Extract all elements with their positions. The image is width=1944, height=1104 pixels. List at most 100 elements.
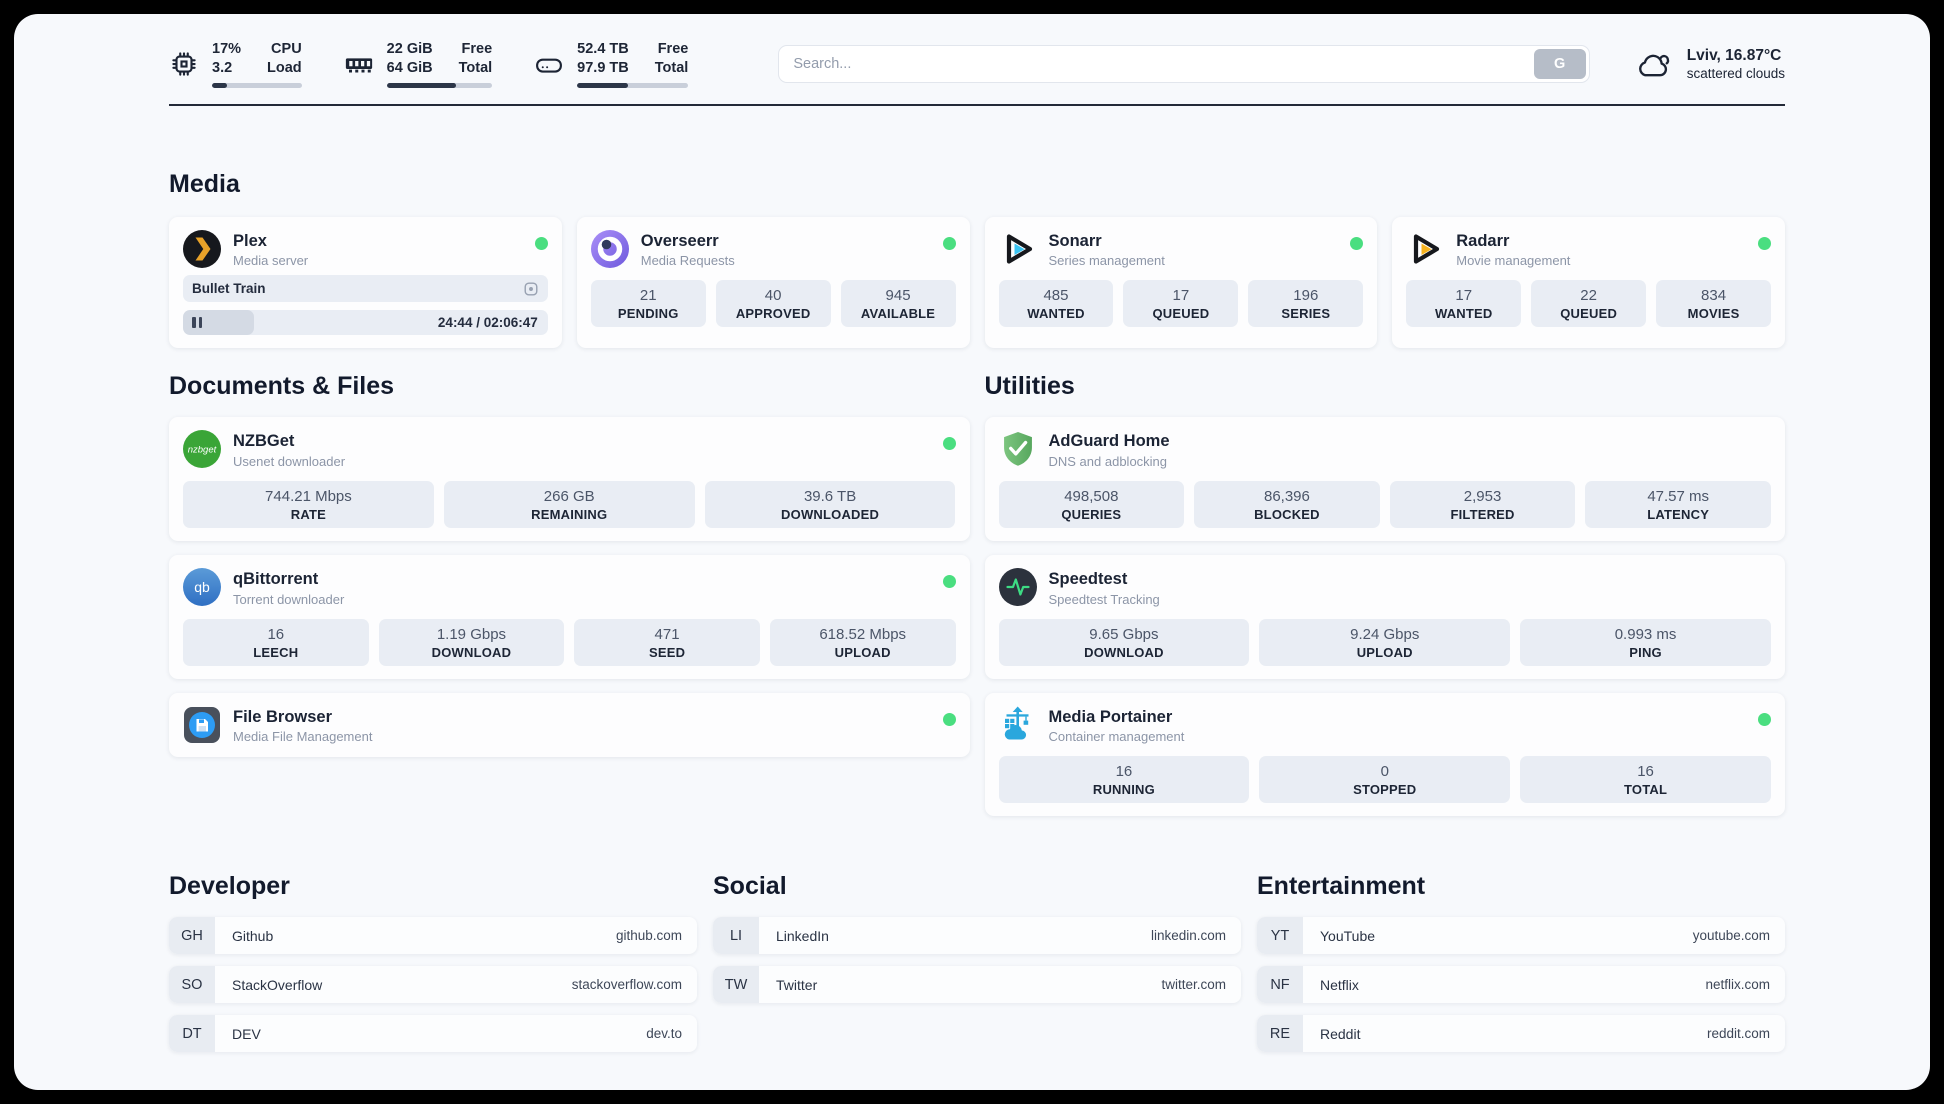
app-name: Media Portainer: [1048, 707, 1173, 726]
app-name: Plex: [233, 231, 267, 250]
stat-label: SEED: [648, 644, 686, 660]
app-subtitle: Series management: [1048, 253, 1165, 269]
svg-text:nzbget: nzbget: [188, 445, 217, 456]
stat-box: 834 MOVIES: [1656, 280, 1772, 328]
stat-label: SERIES: [1281, 306, 1331, 322]
app-name: AdGuard Home: [1048, 432, 1170, 451]
link-name: YouTube: [1320, 927, 1376, 944]
stat-value: 1.19 Gbps: [436, 625, 507, 643]
status-dot-online: [1350, 236, 1364, 250]
app-card-qbittorrent[interactable]: qb qBittorrent Torrent downloader 16 LEE…: [169, 554, 970, 679]
search-input[interactable]: [779, 55, 1534, 72]
link-row-twitter[interactable]: TW Twitter twitter.com: [713, 966, 1241, 1004]
stat-value: 2,953: [1463, 487, 1502, 505]
cpu-load-value: 3.2: [212, 59, 233, 76]
now-playing-title: Bullet Train: [192, 281, 266, 297]
link-row-youtube[interactable]: YT YouTube youtube.com: [1257, 917, 1785, 955]
stat-label: DOWNLOAD: [431, 644, 512, 660]
stat-label: RATE: [290, 506, 327, 522]
link-row-linkedin[interactable]: LI LinkedIn linkedin.com: [713, 917, 1241, 955]
stat-box: 0 STOPPED: [1259, 756, 1511, 804]
stat-label: UPLOAD: [834, 644, 891, 660]
cpu-load-label: Load: [267, 59, 302, 76]
ram-total-value: 64 GiB: [386, 59, 433, 76]
stat-box: 471 SEED: [574, 618, 760, 666]
section-title-social: Social: [713, 872, 787, 901]
disk-progress-track: [577, 82, 689, 88]
stat-value: 9.65 Gbps: [1089, 625, 1159, 643]
link-url: twitter.com: [1161, 977, 1226, 993]
stat-value: 0.993 ms: [1614, 625, 1677, 643]
app-card-nzbget[interactable]: nzbget NZBGet Usenet downloader 744.21 M…: [169, 417, 970, 541]
media-grid: Plex Media server Bullet Train 24:44 / 0…: [169, 216, 1785, 349]
cloud-icon: [1638, 54, 1669, 77]
app-card-sonarr[interactable]: Sonarr Series management 485 WANTED 17 Q…: [984, 216, 1378, 349]
link-name: StackOverflow: [232, 976, 323, 993]
speedtest-icon: [998, 567, 1037, 606]
app-card-plex[interactable]: Plex Media server Bullet Train 24:44 / 0…: [169, 216, 562, 349]
stat-box: 1.19 Gbps DOWNLOAD: [378, 618, 565, 666]
disk-free-value: 52.4 TB: [577, 41, 629, 57]
stat-value: 16: [267, 625, 285, 643]
app-card-speedtest[interactable]: Speedtest Speedtest Tracking 9.65 Gbps D…: [984, 554, 1785, 679]
stat-box: 498,508 QUERIES: [998, 480, 1185, 528]
status-dot-online: [942, 236, 956, 250]
stat-box: 16 LEECH: [183, 618, 369, 666]
now-playing-row: Bullet Train: [183, 275, 548, 303]
stat-label: DOWNLOAD: [1084, 644, 1164, 660]
stat-box: 9.24 Gbps UPLOAD: [1259, 618, 1511, 666]
section-title-media: Media: [169, 169, 240, 198]
app-subtitle: Movie management: [1456, 253, 1571, 269]
disk-total-value: 97.9 TB: [577, 59, 629, 76]
app-card-adguard[interactable]: AdGuard Home DNS and adblocking 498,508 …: [984, 417, 1785, 541]
weather-location-temp: Lviv, 16.87°C: [1686, 46, 1782, 64]
link-badge: NF: [1257, 966, 1303, 1004]
stat-value: 40: [764, 287, 782, 305]
stat-label: LEECH: [253, 644, 299, 660]
app-card-portainer[interactable]: Media Portainer Container management 16 …: [984, 692, 1785, 817]
documents-column: Documents & Files nzbget NZBGet Usenet d…: [169, 372, 970, 816]
ram-progress-fill: [386, 82, 457, 88]
stat-value: 945: [885, 287, 911, 305]
cpu-chip-icon: [172, 52, 196, 76]
cpu-label: CPU: [271, 41, 302, 57]
app-card-overseerr[interactable]: Overseerr Media Requests 21 PENDING 40 A…: [576, 216, 970, 349]
status-dot-online: [534, 236, 548, 250]
adguard-icon: [1003, 432, 1032, 467]
section-title-documents: Documents & Files: [169, 372, 395, 401]
link-row-stackoverflow[interactable]: SO StackOverflow stackoverflow.com: [169, 966, 697, 1004]
sonarr-icon: [1006, 234, 1032, 264]
link-row-netflix[interactable]: NF Netflix netflix.com: [1257, 966, 1785, 1004]
stat-box: 39.6 TB DOWNLOADED: [704, 480, 956, 528]
stat-box: 744.21 Mbps RATE: [183, 480, 434, 528]
cpu-progress-fill: [212, 82, 228, 88]
link-row-github[interactable]: GH Github github.com: [169, 917, 697, 955]
pause-icon[interactable]: [192, 317, 202, 329]
stat-value: 86,396: [1263, 487, 1310, 505]
link-url: reddit.com: [1706, 1026, 1770, 1042]
link-url: dev.to: [646, 1026, 682, 1042]
overseerr-icon: [590, 229, 629, 268]
status-dot-online: [942, 437, 956, 451]
app-card-filebrowser[interactable]: File Browser Media File Management: [169, 692, 970, 758]
stat-label: QUERIES: [1061, 506, 1122, 522]
link-row-reddit[interactable]: RE Reddit reddit.com: [1257, 1015, 1785, 1053]
session-icon[interactable]: [523, 281, 539, 297]
app-card-radarr[interactable]: Radarr Movie management 17 WANTED 22 QUE…: [1392, 216, 1785, 349]
app-subtitle: Speedtest Tracking: [1048, 591, 1160, 607]
section-title-utilities: Utilities: [984, 372, 1075, 401]
disk-monitor: 52.4 TB 97.9 TB Free Total: [534, 40, 689, 88]
status-dot-online: [942, 712, 956, 726]
stat-value: 471: [654, 625, 680, 643]
stat-label: BLOCKED: [1254, 506, 1320, 522]
stat-value: 618.52 Mbps: [819, 625, 907, 643]
link-row-dev[interactable]: DT DEV dev.to: [169, 1015, 697, 1053]
app-subtitle: Media File Management: [233, 729, 373, 745]
stat-value: 744.21 Mbps: [265, 487, 352, 505]
stat-value: 196: [1293, 287, 1319, 305]
app-name: Speedtest: [1048, 569, 1128, 588]
search-engine-button[interactable]: G: [1533, 48, 1586, 79]
nzbget-icon: nzbget: [183, 430, 221, 469]
link-name: LinkedIn: [776, 927, 829, 944]
utilities-column: Utilities AdGuard Home: [984, 372, 1785, 817]
